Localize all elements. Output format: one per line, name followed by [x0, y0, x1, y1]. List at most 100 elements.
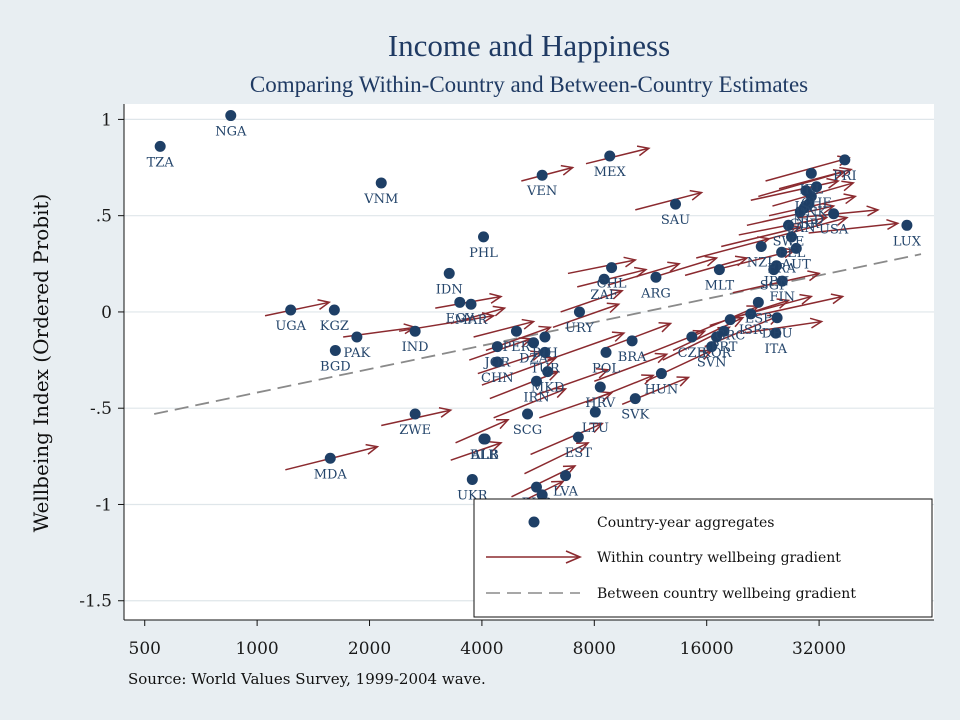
- point-label-blr: BLR: [470, 448, 499, 463]
- x-tick-label: 500: [129, 639, 161, 659]
- point-cze: [686, 331, 698, 343]
- point-label-nld: NLD: [793, 213, 823, 228]
- point-label-swe: SWE: [773, 234, 805, 249]
- point-label-isl: ISL: [795, 200, 818, 215]
- legend: Country-year aggregates Within country w…: [473, 498, 933, 618]
- point-label-isr: ISR: [739, 323, 764, 338]
- point-label-nga: NGA: [215, 125, 247, 140]
- point-label-lva: LVA: [553, 485, 579, 500]
- gradient-arrow: [450, 441, 503, 461]
- point-lux: [901, 219, 913, 231]
- point-label-egy: EGY: [446, 311, 475, 326]
- point-label-irl: IRL: [800, 182, 824, 197]
- point-label-mda: MDA: [314, 467, 348, 482]
- point-gbr: [798, 202, 810, 214]
- point-lva: [560, 470, 572, 482]
- gradient-arrow: [761, 215, 849, 242]
- point-egy: [454, 296, 466, 308]
- point-ind: [409, 325, 421, 337]
- point-label-sau: SAU: [661, 213, 690, 228]
- legend-label-trend: Between country wellbeing gradient: [597, 586, 856, 602]
- point-label-deu: DEU: [762, 327, 793, 342]
- point-sgp: [768, 264, 780, 276]
- y-tick-label: -1: [95, 495, 112, 515]
- point-rus: [530, 481, 542, 493]
- x-tick-label: 2000: [348, 639, 391, 659]
- point-label-irn: IRN: [523, 390, 549, 405]
- point-label-idn: IDN: [436, 282, 463, 297]
- point-per: [510, 325, 522, 337]
- gradient-arrow: [585, 145, 651, 165]
- point-pak: [351, 331, 363, 343]
- point-label-per: PER: [502, 340, 531, 355]
- point-est: [572, 431, 584, 443]
- point-mar: [465, 298, 477, 310]
- point-isr: [745, 308, 757, 320]
- point-fin: [776, 275, 788, 287]
- gradient-arrow: [635, 189, 704, 211]
- point-label-che: CHE: [801, 196, 832, 211]
- point-label-bra: BRA: [618, 350, 647, 365]
- y-tick-label: -1.5: [79, 592, 112, 612]
- y-tick-label: .5: [96, 207, 112, 227]
- legend-marker-points: [528, 516, 540, 528]
- point-label-nzl: NZL: [747, 255, 776, 270]
- point-label-hrv: HRV: [585, 396, 616, 411]
- y-tick-label: -.5: [90, 399, 112, 419]
- point-label-phl: PHL: [469, 246, 498, 261]
- point-label-bel: BEL: [778, 246, 806, 261]
- point-label-chl: CHL: [597, 277, 627, 292]
- point-label-can: CAN: [785, 221, 816, 236]
- point-sau: [670, 198, 682, 210]
- point-tza: [154, 140, 166, 152]
- point-label-tza: TZA: [147, 155, 175, 170]
- point-zaf: [598, 273, 610, 285]
- point-jor: [491, 341, 503, 353]
- point-label-ven: VEN: [526, 184, 557, 199]
- source-note: Source: World Values Survey, 1999-2004 w…: [128, 670, 486, 688]
- point-label-bih: BIH: [532, 346, 558, 361]
- gradient-arrow: [732, 270, 821, 294]
- point-label-prt: PRT: [710, 340, 737, 355]
- x-tick-label: 1000: [235, 639, 278, 659]
- point-pol: [600, 346, 612, 358]
- point-mlt: [713, 264, 725, 276]
- point-label-vnm: VNM: [363, 192, 398, 207]
- gradient-arrow: [652, 255, 719, 279]
- point-label-fin: FIN: [770, 290, 796, 305]
- point-uga: [285, 304, 297, 316]
- point-label-chn: CHN: [481, 371, 514, 386]
- point-fra: [776, 246, 788, 258]
- point-ltu: [589, 406, 601, 418]
- point-label-pak: PAK: [344, 346, 371, 361]
- gradient-arrow: [536, 367, 610, 396]
- x-tick-label: 16000: [680, 639, 734, 659]
- x-tick-label: 4000: [460, 639, 503, 659]
- point-chl: [606, 262, 618, 274]
- point-label-zwe: ZWE: [399, 423, 431, 438]
- point-label-scg: SCG: [513, 423, 542, 438]
- gradient-arrow: [493, 387, 568, 419]
- gradient-arrow: [560, 288, 624, 313]
- point-label-uga: UGA: [275, 319, 306, 334]
- point-label-svn: SVN: [697, 356, 727, 371]
- point-idn: [443, 267, 455, 279]
- point-dza: [528, 337, 540, 349]
- legend-marker-arrowhead: [565, 550, 583, 564]
- point-mex: [604, 150, 616, 162]
- gradient-arrow: [524, 442, 590, 475]
- point-label-dnk: DNK: [796, 205, 828, 220]
- gradient-arrow: [455, 418, 510, 444]
- point-label-aut: AUT: [781, 257, 811, 272]
- gradient-arrow: [567, 256, 638, 275]
- point-blr: [478, 433, 490, 445]
- gradient-arrow: [750, 177, 840, 202]
- point-label-bgd: BGD: [320, 359, 351, 374]
- point-prt: [718, 325, 730, 337]
- point-pri: [839, 154, 851, 166]
- point-bel: [786, 231, 798, 243]
- point-label-mar: MAR: [455, 313, 489, 328]
- point-label-ltu: LTU: [582, 421, 609, 436]
- trend-line: [153, 253, 922, 415]
